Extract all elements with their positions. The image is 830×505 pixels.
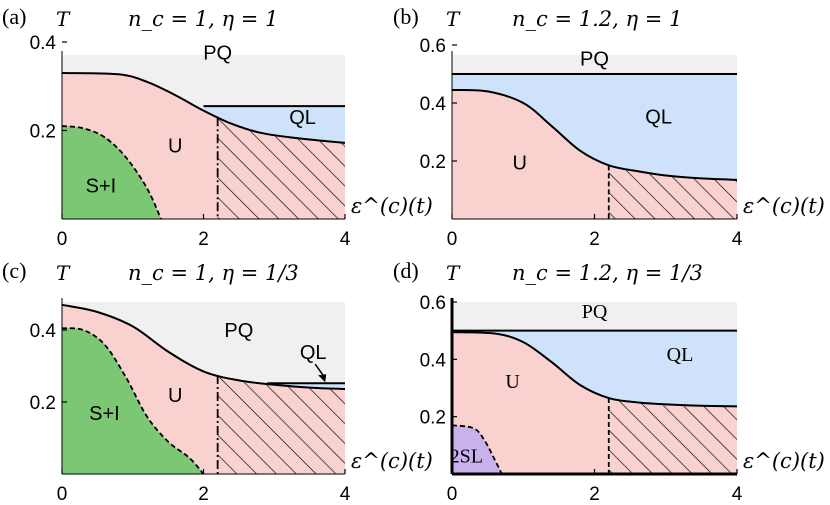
region-label-si: S+I <box>86 175 117 197</box>
si-boundary-line <box>61 125 162 220</box>
upper-boundary-line <box>451 331 738 408</box>
y-tick-label: 0.4 <box>420 94 447 115</box>
region-ql <box>452 330 737 407</box>
x-tick-label: 4 <box>732 229 743 250</box>
y-tick-label: 0.4 <box>30 33 57 54</box>
panel-label: (d) <box>393 258 419 283</box>
y-axis-label: T <box>56 261 71 285</box>
x-tick-label: 4 <box>340 229 351 250</box>
x-tick-label: 0 <box>57 229 68 250</box>
y-axis-label: T <box>56 7 71 31</box>
region-label-ql: QL <box>300 342 327 364</box>
panel-label: (c) <box>2 258 26 283</box>
region-si <box>62 126 162 219</box>
y-tick-label: 0.2 <box>30 122 56 143</box>
y-tick-label: 0.2 <box>30 393 56 414</box>
y-tick-label: 0.6 <box>420 293 446 314</box>
region-2sl <box>452 425 502 474</box>
x-tick-label: 0 <box>447 484 458 505</box>
y-tick-label: 0.2 <box>420 152 446 173</box>
region-label-u: U <box>512 153 526 175</box>
region-si <box>62 328 204 474</box>
region-label-2sl: 2SL <box>450 446 483 468</box>
y-tick-label: 0.2 <box>420 408 446 429</box>
region-label-ql: QL <box>289 107 316 129</box>
ql-arrowhead <box>318 374 327 383</box>
upper-boundary-line <box>61 303 346 391</box>
panel-label: (a) <box>2 4 26 29</box>
x-axis-label: ε^(c)(t) <box>743 449 825 473</box>
sl-boundary-line <box>451 424 503 475</box>
region-hatched <box>608 398 737 474</box>
region-label-u: U <box>168 385 182 407</box>
region-ql <box>203 106 345 143</box>
region-hatched <box>217 117 345 219</box>
region-label-u: U <box>505 371 520 393</box>
panel-title: n_c = 1, η = 1 <box>128 7 278 31</box>
x-tick-label: 2 <box>589 484 600 505</box>
region-hatched <box>217 375 345 474</box>
region-label-pq: PQ <box>203 43 232 65</box>
x-axis-label: ε^(c)(t) <box>351 449 433 473</box>
region-label-si: S+I <box>89 403 120 425</box>
x-tick-label: 2 <box>198 229 209 250</box>
x-tick-label: 0 <box>57 484 68 505</box>
x-axis-label: ε^(c)(t) <box>743 194 825 218</box>
region-label-pq: PQ <box>582 301 608 323</box>
y-tick-label: 0.4 <box>420 350 447 371</box>
panel-title: n_c = 1, η = 1/3 <box>128 261 299 285</box>
y-tick-label: 0.4 <box>30 321 57 342</box>
region-label-pq: PQ <box>580 48 609 70</box>
region-label-pq: PQ <box>224 320 253 342</box>
upper-boundary-line <box>451 88 738 181</box>
panel-label: (b) <box>393 4 419 29</box>
region-label-u: U <box>168 136 182 158</box>
x-tick-label: 2 <box>198 484 209 505</box>
y-axis-label: T <box>446 7 461 31</box>
panel-title: n_c = 1.2, η = 1/3 <box>512 261 703 285</box>
panel-title: n_c = 1.2, η = 1 <box>512 7 682 31</box>
y-tick-label: 0.6 <box>420 36 446 57</box>
x-tick-label: 4 <box>340 484 351 505</box>
x-axis-label: ε^(c)(t) <box>351 194 433 218</box>
x-tick-label: 4 <box>732 484 743 505</box>
region-ql <box>452 74 737 180</box>
region-label-ql: QL <box>667 344 694 366</box>
x-tick-label: 0 <box>447 229 458 250</box>
si-boundary-line <box>61 327 205 475</box>
y-axis-label: T <box>446 261 461 285</box>
x-tick-label: 2 <box>589 229 600 250</box>
region-label-ql: QL <box>645 106 672 128</box>
